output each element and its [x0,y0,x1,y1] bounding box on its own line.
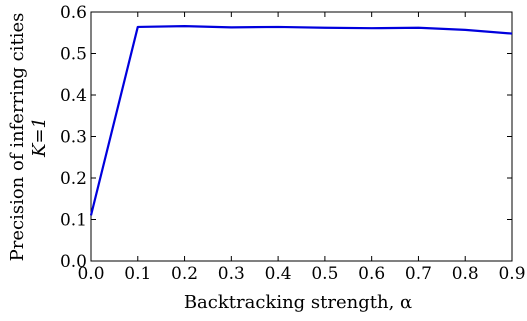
x-tick-label-9: 0.9 [498,264,525,284]
tick-labels: 0.0 0.1 0.2 0.3 0.4 0.5 0.6 0.7 0.8 0.9 0.0 0.1 0.2 0… [60,3,526,284]
y-tick-label-2: 0.2 [60,169,87,189]
x-tick-label-8: 0.8 [452,264,479,284]
data-series [89,25,513,216]
y-tick-label-5: 0.5 [60,45,87,65]
x-tick-label-3: 0.3 [218,264,245,284]
x-tick-label-0: 0.0 [77,264,104,284]
x-tick-label-7: 0.7 [405,264,432,284]
y-tick-label-6: 0.6 [60,3,87,23]
y-axis-label-line-1: Precision of inferring cities [7,13,28,262]
x-tick-label-4: 0.4 [265,264,292,284]
x-axis-label: Backtracking strength, α [184,292,412,313]
y-axis-label: Precision of inferring cities K=1 [7,13,50,262]
y-tick-label-1: 0.1 [60,211,87,231]
y-tick-label-3: 0.3 [60,128,87,148]
tick-marks [90,11,513,262]
x-tick-label-6: 0.6 [358,264,385,284]
x-tick-label-5: 0.5 [311,264,338,284]
series-line-0 [89,25,513,216]
x-tick-label-1: 0.1 [124,264,151,284]
x-tick-label-2: 0.2 [171,264,198,284]
y-axis-label-line-2: K=1 [29,117,50,158]
y-tick-label-0: 0.0 [60,252,87,272]
y-tick-label-4: 0.4 [60,86,87,106]
plot-area [90,11,513,262]
